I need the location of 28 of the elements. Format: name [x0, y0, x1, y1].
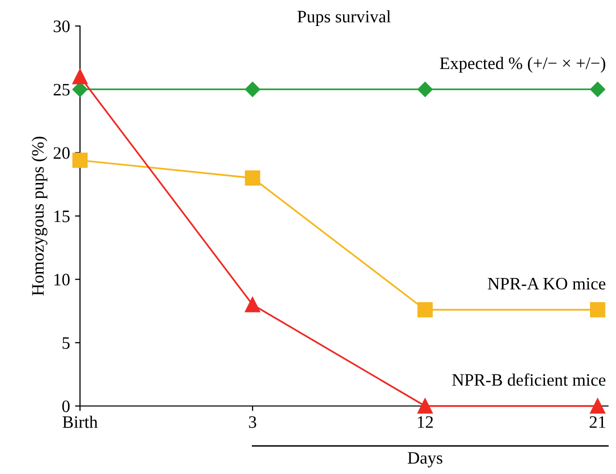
point [417, 398, 433, 414]
x-tick-label: 3 [249, 416, 256, 428]
x-axis-title: Days [408, 452, 442, 468]
point [590, 302, 606, 318]
x-tick-label: 12 [418, 416, 433, 428]
y-tick-label: 10 [54, 274, 70, 286]
x-tick-label: Birth [62, 416, 98, 428]
point [244, 297, 260, 312]
x-tick-label: 21 [590, 416, 606, 428]
point [417, 302, 433, 318]
series-label: NPR-B deficient mice [452, 373, 606, 386]
y-tick-label: 15 [54, 210, 70, 222]
point [244, 82, 260, 97]
point [590, 398, 606, 414]
chart-title: Pups survival [297, 10, 391, 26]
point [72, 69, 88, 84]
series-label: NPR-A KO mice [488, 278, 606, 290]
y-tick-label: 5 [62, 337, 70, 349]
y-tick-label: 20 [54, 147, 70, 159]
point [72, 152, 88, 168]
series-label: Expected % (+/− × +/−) [440, 56, 606, 73]
point [418, 82, 433, 97]
y-tick-label: 25 [54, 84, 70, 96]
point [590, 82, 606, 97]
y-tick-label: 0 [62, 400, 70, 412]
y-axis-title: Homozygous pups (%) [32, 136, 48, 296]
point [244, 170, 260, 186]
y-tick-label: 30 [54, 20, 70, 32]
